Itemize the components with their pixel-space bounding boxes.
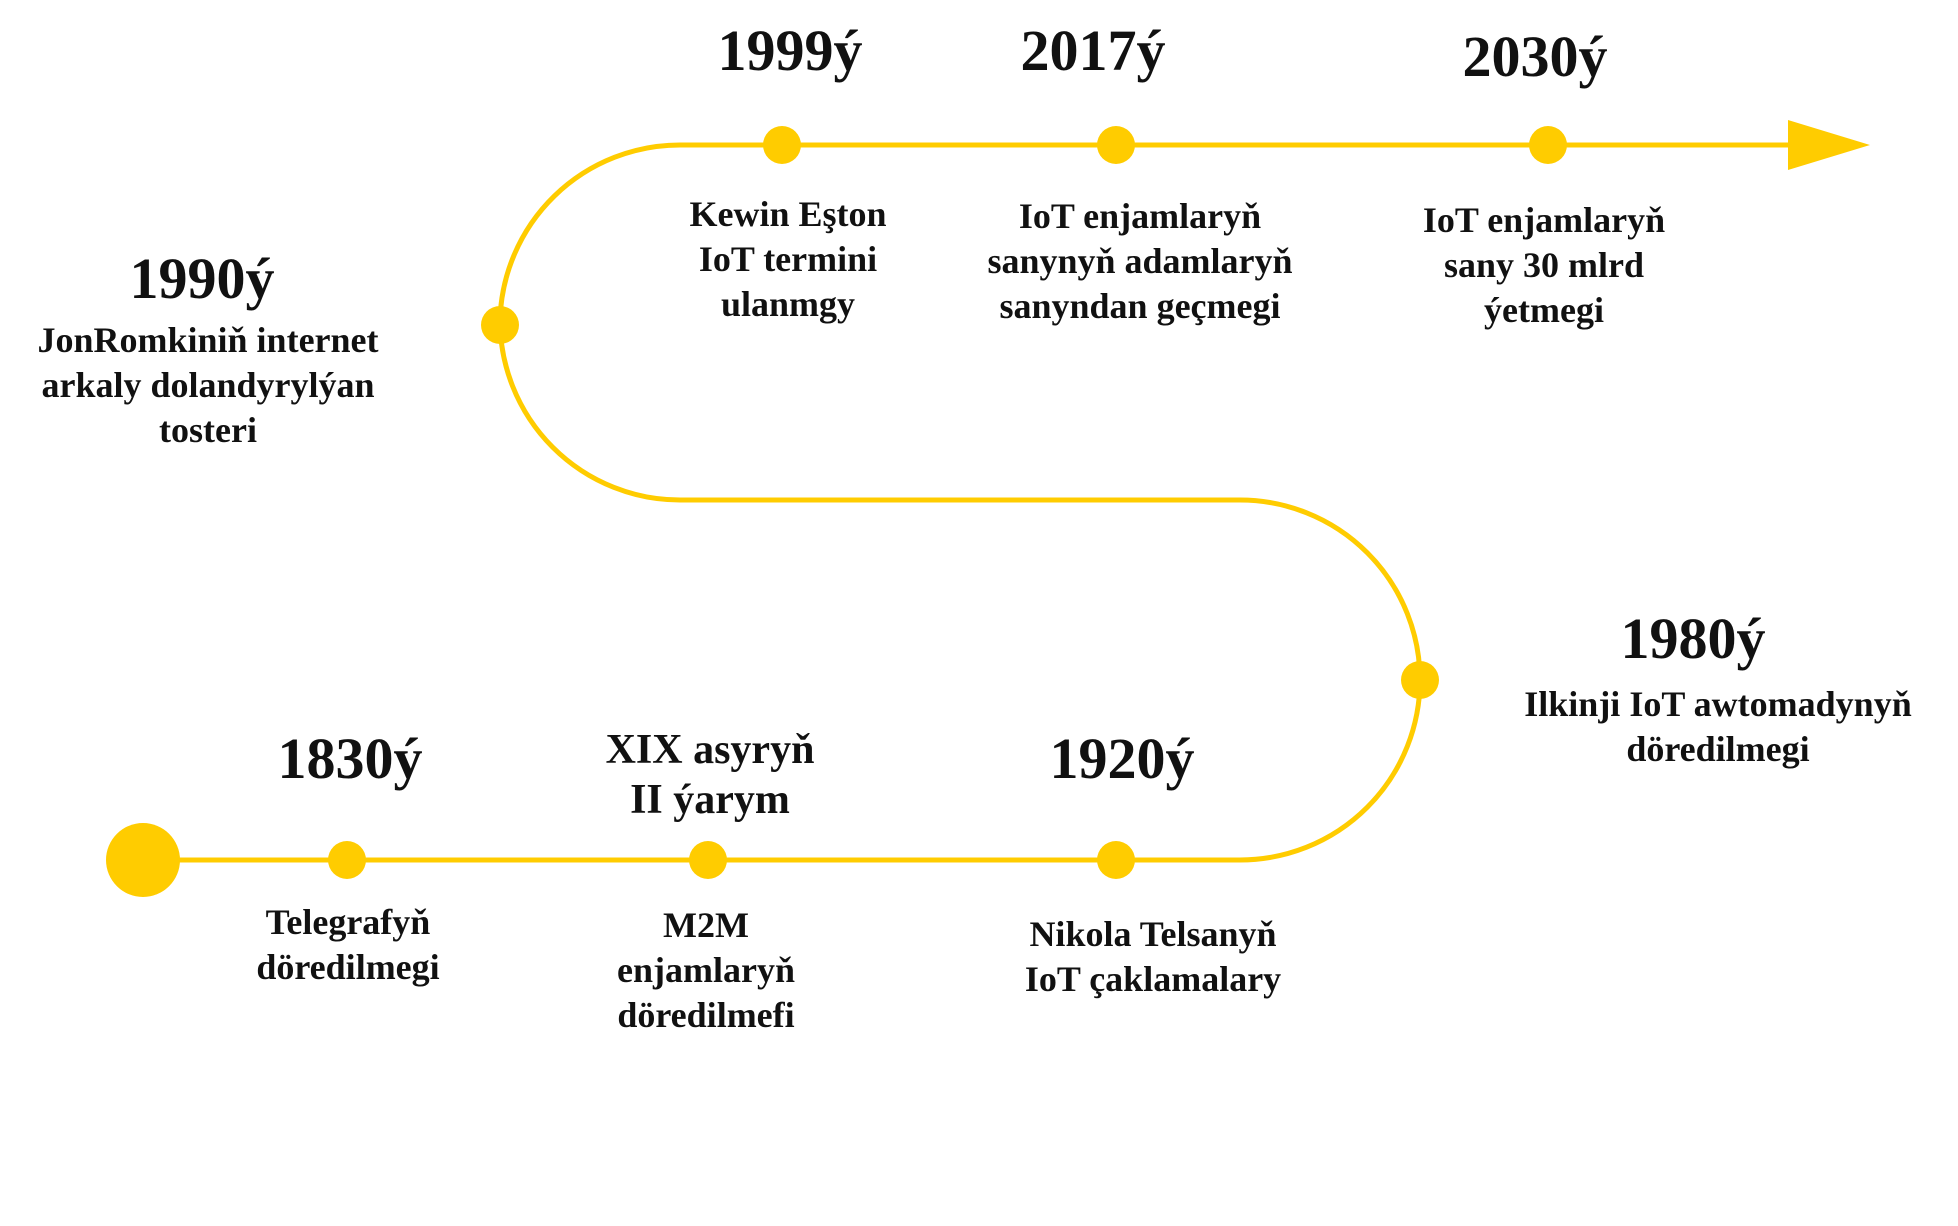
event-year-line: XIX asyryň [605, 727, 815, 773]
event-desc-line: döredilmegi [256, 947, 440, 987]
event-year-line: II ýarym [630, 777, 790, 823]
event-year-1830: 1830ý [277, 726, 423, 791]
timeline-start-dot [106, 823, 180, 897]
event-desc-line: Ilkinji IoT awtomadynyň [1524, 684, 1912, 724]
event-year-2017: 2017ý [1020, 18, 1166, 83]
event-dot-1980 [1401, 661, 1439, 699]
event-dot-1990 [481, 306, 519, 344]
event-dot-1999 [763, 126, 801, 164]
event-desc-line: IoT çaklamalary [1024, 959, 1282, 999]
event-desc-line: sany 30 mlrd [1443, 245, 1645, 285]
event-desc-2030: IoT enjamlaryň sany 30 mlrd ýetmegi [1423, 198, 1665, 333]
event-dot-2017 [1097, 126, 1135, 164]
event-desc-line: döredilmegi [1626, 729, 1810, 769]
event-desc-line: tosteri [159, 410, 257, 450]
event-dot-1830 [328, 841, 366, 879]
event-desc-line: JonRomkiniň internet [37, 320, 379, 360]
event-desc-line: IoT termini [698, 239, 878, 279]
event-year-1920: 1920ý [1049, 726, 1195, 791]
event-desc-line: ulanmgy [720, 284, 856, 324]
event-desc-line: M2M [663, 905, 749, 945]
event-desc-line: enjamlaryň [617, 950, 795, 990]
event-dot-2030 [1529, 126, 1567, 164]
event-desc-line: IoT enjamlaryň [1018, 196, 1262, 236]
event-desc-line: arkaly dolandyrylýan [41, 365, 375, 405]
event-desc-line: IoT enjamlaryň [1422, 200, 1666, 240]
event-year-2030: 2030ý [1462, 24, 1608, 89]
timeline-arrow-head [1788, 120, 1870, 170]
timeline-path [143, 142, 1790, 863]
event-desc-line: Telegrafyň [265, 902, 431, 942]
event-desc-2017: IoT enjamlaryň sanynyň adamlaryň sanynda… [987, 194, 1292, 329]
event-desc-line: döredilmefi [617, 995, 795, 1035]
event-desc-1980: Ilkinji IoT awtomadynyň döredilmegi [1524, 682, 1911, 772]
event-year-1990: 1990ý [129, 246, 275, 311]
event-year-1999: 1999ý [717, 18, 863, 83]
event-desc-1830: Telegrafyň döredilmegi [256, 900, 439, 990]
event-year-1980: 1980ý [1620, 606, 1766, 671]
event-year-xix: XIX asyryň II ýarym [606, 725, 815, 825]
event-desc-line: Kewin Eşton [689, 194, 887, 234]
event-desc-1920: Nikola Telsanyň IoT çaklamalary [1025, 912, 1281, 1002]
event-desc-line: ýetmegi [1484, 290, 1604, 330]
event-desc-1990: JonRomkiniň internet arkaly dolandyrylýa… [37, 318, 378, 453]
event-dot-xix [689, 841, 727, 879]
event-desc-line: sanynyň adamlaryň [987, 241, 1293, 281]
event-dot-1920 [1097, 841, 1135, 879]
event-desc-line: sanyndan geçmegi [999, 286, 1281, 326]
event-desc-line: Nikola Telsanyň [1029, 914, 1277, 954]
event-desc-xix: M2M enjamlaryň döredilmefi [617, 903, 795, 1038]
event-desc-1999: Kewin Eşton IoT termini ulanmgy [689, 192, 886, 327]
